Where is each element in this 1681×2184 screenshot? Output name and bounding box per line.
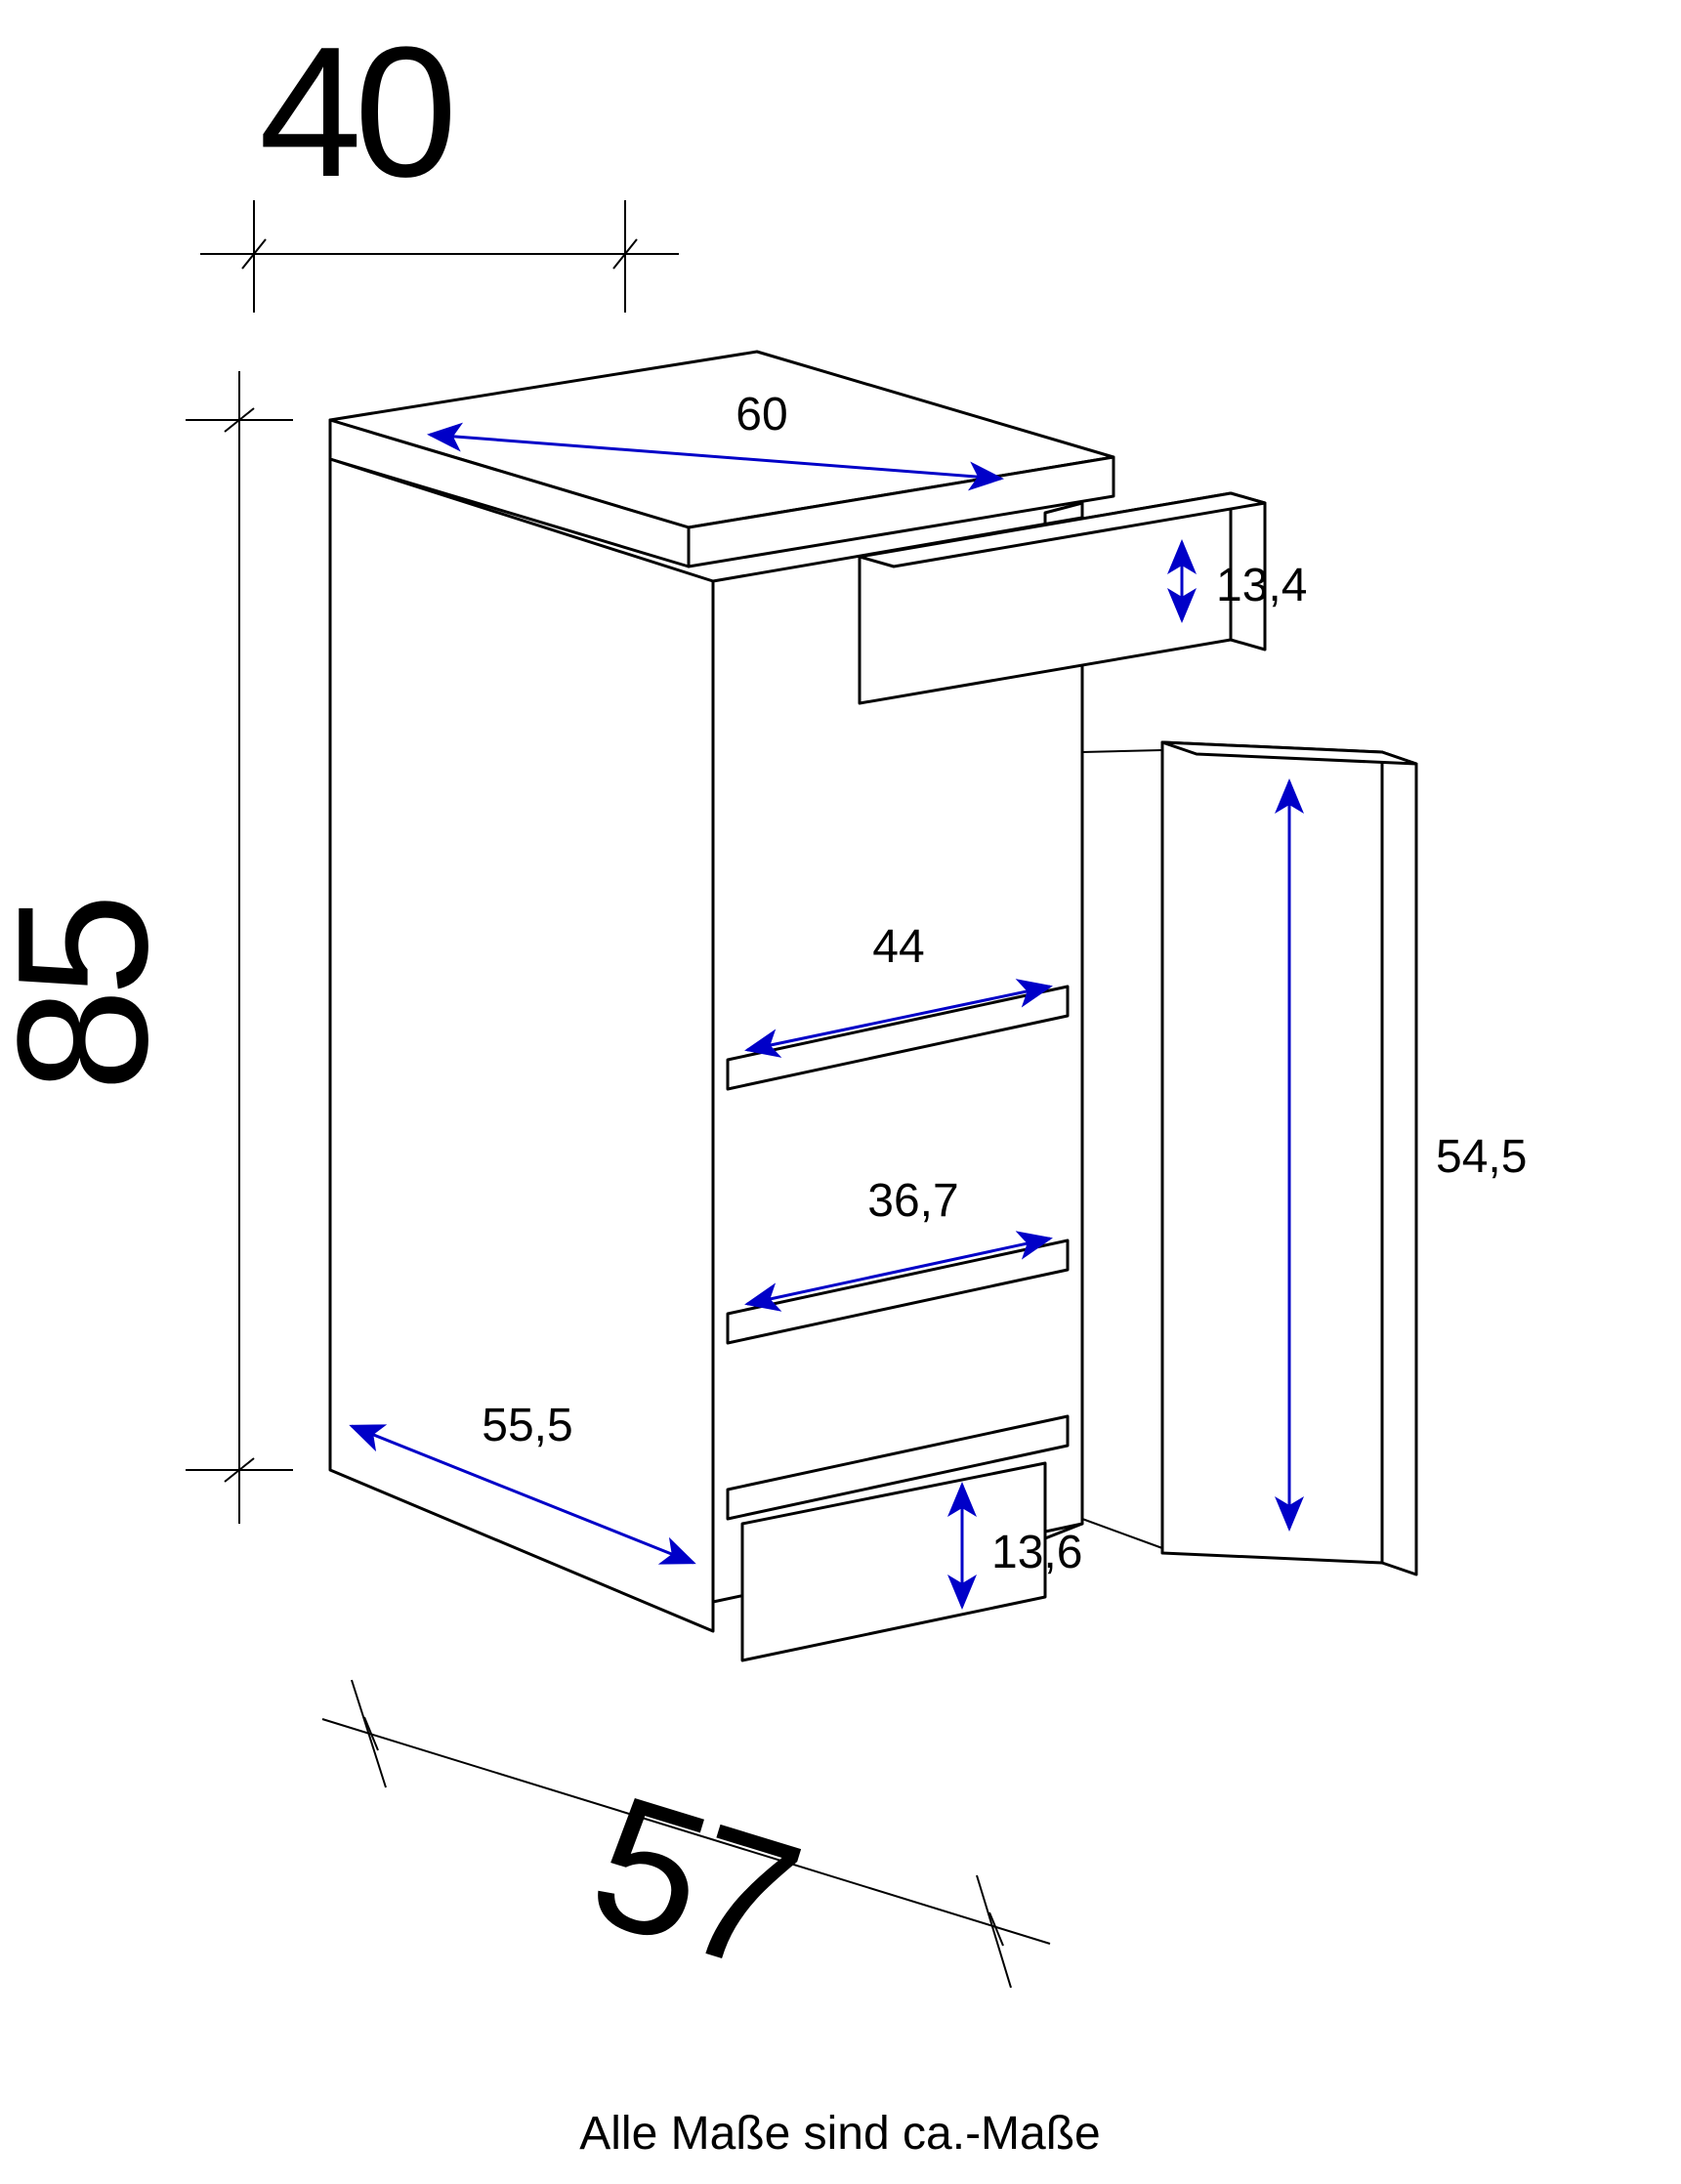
svg-text:54,5: 54,5 <box>1436 1131 1527 1183</box>
drawing-canvas: 40 85 57 <box>0 0 1681 2184</box>
depth-number: 57 <box>571 1756 815 2010</box>
cabinet <box>330 352 1416 1660</box>
dim-height-85 <box>186 371 293 1524</box>
door <box>1082 742 1416 1575</box>
height-number: 85 <box>0 901 187 1092</box>
caption-text: Alle Maße sind ca.-Maße <box>579 2108 1101 2160</box>
svg-text:36,7: 36,7 <box>867 1175 958 1227</box>
width-number: 40 <box>259 9 451 216</box>
svg-text:55,5: 55,5 <box>482 1400 572 1451</box>
dim-width-40 <box>200 200 679 313</box>
svg-text:13,6: 13,6 <box>991 1527 1082 1578</box>
svg-text:44: 44 <box>872 921 924 973</box>
svg-text:13,4: 13,4 <box>1216 560 1307 611</box>
svg-text:60: 60 <box>735 389 787 441</box>
